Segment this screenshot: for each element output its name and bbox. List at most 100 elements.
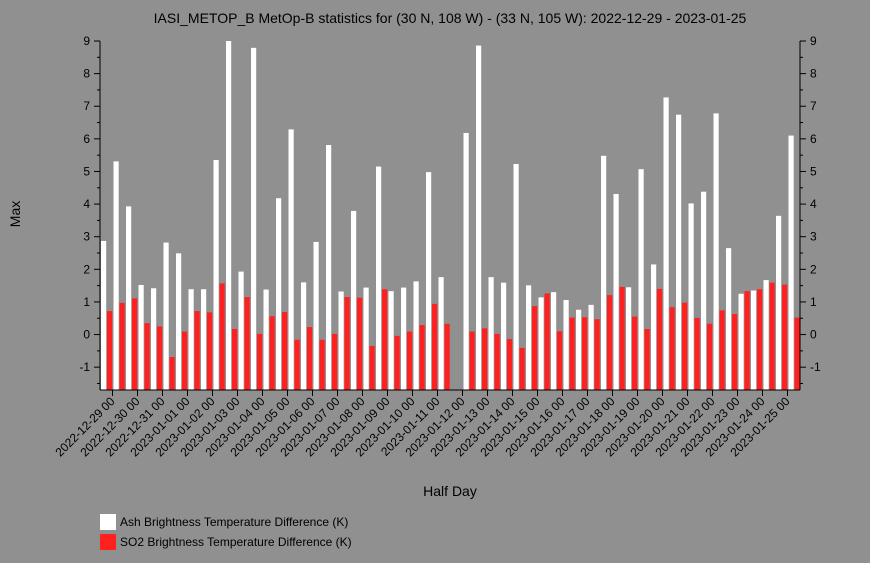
bar-ash-23 [388, 291, 394, 390]
y-tick-label-left: 4 [83, 197, 90, 211]
y-tick-label-right: 5 [810, 164, 817, 178]
bar-so2-48 [707, 323, 713, 390]
bar-so2-46 [682, 302, 688, 390]
bar-ash-27 [438, 277, 444, 390]
bar-so2-8 [207, 312, 213, 390]
bar-ash-7 [188, 289, 194, 390]
bar-so2-27 [444, 323, 450, 390]
bar-ash-30 [476, 45, 482, 390]
y-tick-label-left: 0 [83, 328, 90, 342]
y-tick-label-left: 9 [83, 34, 90, 48]
bar-ash-0 [101, 240, 107, 390]
bar-so2-31 [494, 333, 500, 390]
y-tick-label-left: 3 [83, 230, 90, 244]
bar-so2-5 [169, 357, 175, 390]
bar-ash-4 [151, 288, 157, 390]
y-tick-label-right: 1 [810, 295, 817, 309]
bar-ash-32 [501, 282, 507, 390]
y-tick-label-right: 0 [810, 328, 817, 342]
bar-so2-15 [294, 339, 300, 390]
bar-ash-38 [576, 309, 582, 390]
bar-so2-35 [544, 293, 550, 390]
bar-ash-15 [288, 129, 294, 390]
bar-ash-24 [401, 287, 407, 390]
bar-ash-31 [488, 277, 494, 390]
y-tick-label-left: 5 [83, 164, 90, 178]
bar-so2-53 [769, 282, 775, 390]
legend-item-so2: SO2 Brightness Temperature Difference (K… [100, 532, 352, 552]
bar-so2-11 [244, 297, 250, 390]
bar-so2-24 [407, 331, 413, 390]
bar-so2-4 [157, 326, 163, 390]
bar-so2-21 [369, 345, 375, 390]
bar-so2-9 [219, 283, 225, 390]
legend: Ash Brightness Temperature Difference (K… [100, 512, 352, 552]
bar-ash-11 [238, 271, 244, 390]
y-tick-label-left: 8 [83, 67, 90, 81]
bar-so2-3 [144, 323, 150, 390]
bar-ash-39 [588, 304, 594, 390]
bar-ash-10 [226, 41, 232, 390]
bar-ash-55 [788, 135, 794, 390]
bar-ash-2 [126, 206, 132, 390]
bar-so2-32 [507, 339, 513, 390]
bar-so2-51 [744, 291, 750, 390]
bar-so2-1 [119, 302, 125, 390]
bar-so2-2 [132, 298, 138, 390]
legend-label-so2: SO2 Brightness Temperature Difference (K… [120, 535, 352, 549]
y-tick-label-right: 4 [810, 197, 817, 211]
bar-so2-12 [257, 333, 263, 390]
bar-so2-52 [757, 289, 763, 390]
bar-so2-25 [419, 325, 425, 390]
bar-ash-21 [363, 287, 369, 390]
bar-ash-5 [163, 242, 169, 390]
bar-ash-43 [638, 169, 644, 390]
bar-ash-8 [201, 289, 207, 390]
bar-so2-26 [432, 303, 438, 390]
bar-so2-34 [532, 306, 538, 390]
bar-ash-36 [551, 292, 557, 390]
bar-so2-30 [482, 328, 488, 390]
bar-ash-35 [538, 297, 544, 390]
bar-ash-50 [726, 248, 732, 390]
bar-so2-45 [669, 307, 675, 390]
bar-ash-48 [701, 191, 707, 390]
bar-ash-29 [463, 132, 469, 391]
y-tick-label-left: 6 [83, 132, 90, 146]
y-tick-label-right: 2 [810, 262, 817, 276]
bar-ash-53 [763, 280, 769, 390]
chart-title: IASI_METOP_B MetOp-B statistics for (30 … [154, 10, 747, 26]
bar-ash-46 [676, 114, 682, 391]
bar-ash-51 [738, 293, 744, 390]
y-tick-label-right: 3 [810, 230, 817, 244]
bar-so2-13 [269, 316, 275, 390]
bar-ash-42 [626, 287, 632, 390]
bar-ash-52 [751, 290, 757, 390]
bar-so2-23 [394, 335, 400, 390]
bar-so2-17 [319, 339, 325, 390]
bar-so2-55 [794, 317, 800, 390]
bar-so2-38 [582, 317, 588, 390]
bar-so2-42 [632, 316, 638, 390]
bar-so2-7 [194, 311, 200, 390]
y-tick-label-left: -1 [79, 360, 90, 374]
bar-so2-16 [307, 327, 313, 390]
bar-ash-12 [251, 47, 257, 390]
bar-ash-44 [651, 264, 657, 390]
bar-ash-14 [276, 198, 282, 390]
bar-so2-10 [232, 329, 238, 390]
bar-so2-18 [332, 333, 338, 390]
bar-so2-40 [607, 295, 613, 390]
bar-so2-50 [732, 314, 738, 390]
bar-so2-19 [344, 297, 350, 390]
bar-so2-37 [569, 317, 575, 390]
bar-ash-49 [713, 113, 719, 390]
bar-so2-43 [644, 329, 650, 390]
bar-ash-25 [413, 281, 419, 390]
bar-so2-0 [107, 311, 113, 390]
bar-so2-14 [282, 312, 288, 390]
x-axis-label: Half Day [423, 483, 477, 499]
bar-so2-6 [182, 331, 188, 390]
bar-so2-39 [594, 319, 600, 390]
